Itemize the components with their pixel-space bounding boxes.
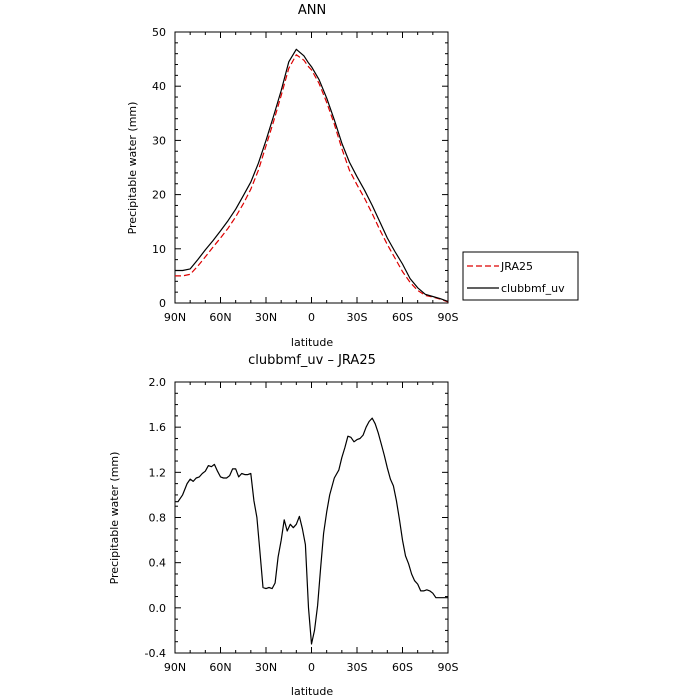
y-tick-label: 0.0 [149, 602, 167, 615]
plot-frame [174, 381, 449, 654]
chart-mean-precipitable-water: ANN latitude Precipitable water (mm) 90N… [126, 3, 579, 349]
y-tick-label: 30 [152, 134, 166, 147]
legend-label: clubbmf_uv [501, 282, 565, 295]
y-tick-label: -0.4 [145, 647, 166, 660]
y-tick-label: 40 [152, 80, 166, 93]
x-tick-label: 30N [255, 661, 277, 674]
series-line-difference [175, 417, 448, 645]
y-tick-label: 50 [152, 26, 166, 39]
y-tick-label: 10 [152, 243, 166, 256]
x-tick-label: 90N [164, 311, 186, 324]
chart-title: ANN [298, 3, 326, 18]
plot-frame [174, 31, 449, 304]
x-tick-label: 0 [308, 311, 315, 324]
x-tick-label: 60N [209, 311, 231, 324]
x-tick-label: 60S [392, 661, 413, 674]
series-line-jra25 [175, 54, 449, 303]
legend-label: JRA25 [500, 260, 533, 273]
x-tick-label: 30N [255, 311, 277, 324]
y-tick-label: 0.8 [149, 512, 167, 525]
x-tick-label: 30S [347, 311, 368, 324]
x-tick-label: 90N [164, 661, 186, 674]
legend: JRA25 clubbmf_uv [462, 251, 579, 301]
y-tick-label: 0.4 [149, 557, 167, 570]
legend-frame [462, 251, 579, 301]
y-axis-label: Precipitable water (mm) [126, 102, 139, 235]
chart-difference: clubbmf_uv – JRA25 latitude Precipitable… [108, 353, 459, 698]
y-tick-label: 0 [159, 297, 166, 310]
chart-title: clubbmf_uv – JRA25 [248, 353, 376, 368]
x-tick-label: 60S [392, 311, 413, 324]
x-tick-label: 30S [347, 661, 368, 674]
series-line-clubbmf-uv [175, 48, 449, 302]
x-tick-label: 0 [308, 661, 315, 674]
y-tick-label: 2.0 [149, 376, 167, 389]
x-axis-label: latitude [291, 685, 333, 698]
x-axis-label: latitude [291, 336, 333, 349]
y-axis-label: Precipitable water (mm) [108, 452, 121, 585]
y-tick-label: 1.2 [149, 466, 167, 479]
x-tick-label: 90S [438, 311, 459, 324]
y-tick-label: 1.6 [149, 421, 167, 434]
x-tick-label: 90S [438, 661, 459, 674]
y-tick-label: 20 [152, 189, 166, 202]
x-tick-label: 60N [209, 661, 231, 674]
